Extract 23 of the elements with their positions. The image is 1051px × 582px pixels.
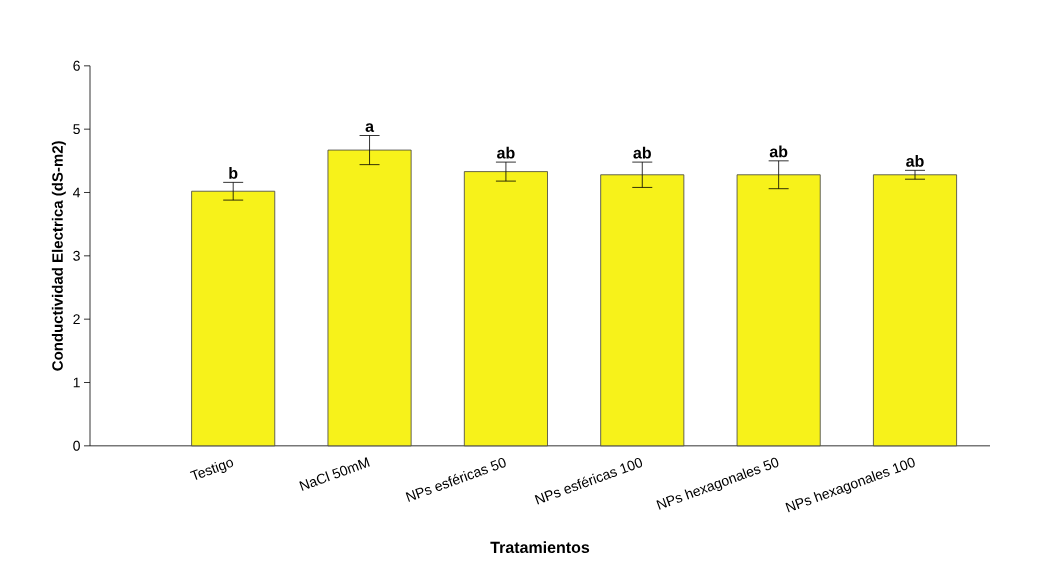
x-axis-title: Tratamientos [490,541,590,554]
x-tick-label: Testigo [189,459,234,480]
bar [463,171,548,447]
y-tick-label: 3 [73,250,80,261]
bar [736,174,821,447]
annotation: ab [633,146,651,159]
x-tick-label: NaCl 50mM [299,457,370,491]
y-tick-label: 6 [73,60,80,71]
annotation: ab [769,145,788,158]
bar [600,174,685,447]
bar [191,190,276,447]
y-axis-title: Conductividad Electrica (dS-m2) [51,141,66,371]
y-tick-label: 4 [73,187,81,198]
y-tick-label: 0 [73,440,80,451]
y-tick-label: 2 [73,314,80,325]
y-tick-label: 5 [73,124,80,135]
annotation: ab [906,155,924,167]
annotation: ab [497,146,515,159]
annotation: b [229,167,238,179]
bar [327,149,412,447]
bar [873,174,957,447]
y-tick-label: 1 [73,377,80,388]
annotation: a [365,123,375,132]
